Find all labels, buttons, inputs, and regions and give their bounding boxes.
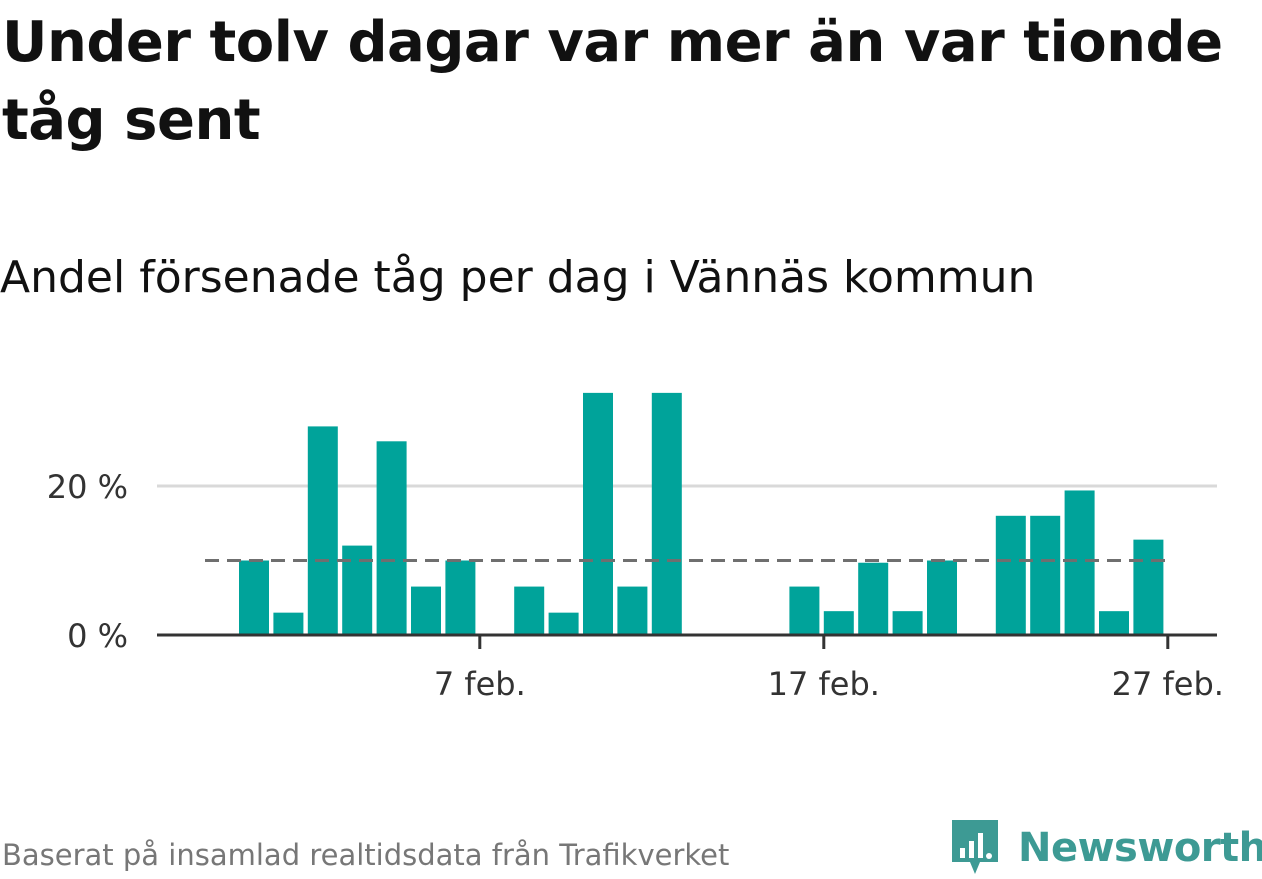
source-note: Baserat på insamlad realtidsdata från Tr… [2, 838, 730, 872]
bar [548, 612, 579, 635]
bar [514, 586, 545, 635]
bar [239, 560, 269, 635]
bar-chart-badge-icon [952, 820, 998, 874]
bar [651, 392, 682, 635]
bar [789, 586, 820, 635]
bar [1064, 490, 1095, 635]
x-tick-label: 17 feb. [768, 665, 880, 703]
bar [892, 611, 923, 635]
bar [927, 560, 957, 635]
bar [445, 560, 476, 635]
bar [1099, 611, 1129, 635]
bar [376, 441, 407, 635]
bar [307, 426, 338, 635]
bar [1133, 539, 1164, 635]
bar [858, 562, 889, 635]
bar [583, 392, 613, 635]
bar [823, 611, 854, 635]
x-tick-label: 27 feb. [1112, 665, 1224, 703]
chart-title: Under tolv dagar var mer än var tionde t… [2, 10, 1223, 153]
x-tick-label: 7 feb. [434, 665, 526, 703]
bar [273, 612, 304, 635]
bar [995, 515, 1026, 635]
newsworthy-logo: Newsworthy [950, 818, 1262, 878]
bar [1030, 515, 1061, 635]
bar [617, 586, 648, 635]
chart-subtitle: Andel försenade tåg per dag i Vännäs kom… [0, 252, 1036, 303]
y-tick-label: 0 % [67, 617, 128, 655]
bar [411, 586, 441, 635]
logo-text: Newsworthy [1018, 825, 1262, 871]
y-tick-label: 20 % [47, 468, 128, 506]
